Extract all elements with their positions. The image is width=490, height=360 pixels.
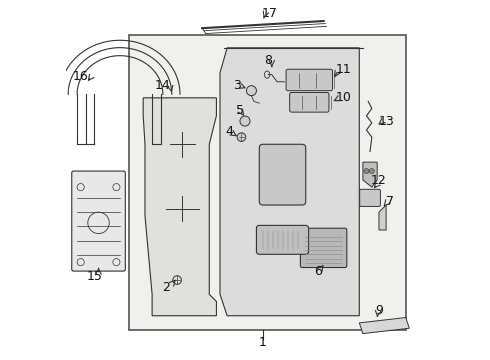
Text: 8: 8 [264,54,272,67]
FancyBboxPatch shape [300,228,347,267]
FancyBboxPatch shape [360,189,380,206]
Polygon shape [143,98,217,316]
Text: 9: 9 [375,304,383,317]
Circle shape [237,133,245,141]
Text: 1: 1 [259,336,267,349]
Text: 16: 16 [73,70,89,83]
FancyBboxPatch shape [129,35,406,330]
Polygon shape [220,48,359,316]
Text: 11: 11 [335,63,351,76]
Circle shape [369,168,374,174]
Text: 17: 17 [262,8,278,21]
Polygon shape [363,162,377,187]
Text: 15: 15 [87,270,103,283]
Text: 2: 2 [163,281,171,294]
Text: 4: 4 [225,125,233,138]
FancyBboxPatch shape [72,171,125,271]
FancyBboxPatch shape [256,225,309,254]
Polygon shape [359,318,409,334]
Text: 10: 10 [335,91,351,104]
Text: 12: 12 [371,174,387,186]
Text: 13: 13 [378,114,394,127]
Text: 5: 5 [236,104,244,117]
Text: 14: 14 [155,79,171,92]
Text: 7: 7 [386,195,393,208]
Circle shape [364,168,369,174]
FancyBboxPatch shape [259,144,306,205]
Circle shape [240,116,250,126]
FancyBboxPatch shape [286,69,333,91]
Polygon shape [379,205,386,230]
Circle shape [246,86,256,96]
Text: 6: 6 [314,265,322,278]
Text: 3: 3 [233,79,241,92]
FancyBboxPatch shape [290,93,329,112]
